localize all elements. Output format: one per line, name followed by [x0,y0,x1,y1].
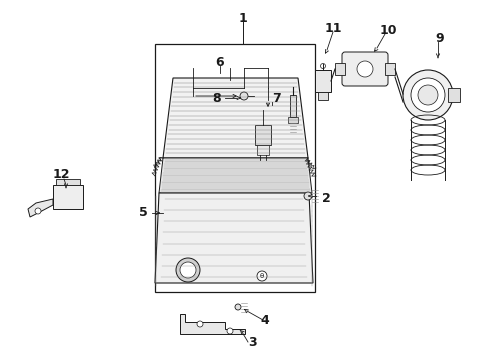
Bar [447,88,459,102]
Bar [334,63,345,75]
Polygon shape [28,199,53,217]
Text: 12: 12 [52,168,70,181]
FancyBboxPatch shape [341,52,387,86]
Bar [317,92,327,100]
Circle shape [197,321,203,327]
Circle shape [410,78,444,112]
Circle shape [240,92,247,100]
Polygon shape [159,158,311,193]
Bar [56,179,80,185]
Text: 8: 8 [212,91,221,104]
Bar [155,44,314,292]
Polygon shape [155,193,312,283]
Circle shape [257,271,266,281]
Bar [287,117,297,123]
Circle shape [402,70,452,120]
Text: 10: 10 [379,23,396,36]
Bar [384,63,394,75]
Bar [254,125,270,145]
Text: 2: 2 [321,192,330,204]
Circle shape [226,328,232,334]
Text: 7: 7 [271,91,280,104]
Circle shape [417,85,437,105]
Circle shape [180,262,196,278]
Text: 1: 1 [238,12,247,24]
Circle shape [356,61,372,77]
Bar [314,70,330,92]
Circle shape [176,258,200,282]
Text: θ: θ [259,273,264,279]
Text: 9: 9 [434,31,443,45]
Text: 4: 4 [260,314,268,327]
Polygon shape [180,314,244,334]
Polygon shape [163,78,307,158]
Circle shape [35,208,41,214]
Circle shape [320,63,325,68]
Bar [53,185,83,209]
Text: 5: 5 [139,207,148,220]
Text: 6: 6 [215,55,224,68]
Text: 3: 3 [247,336,256,348]
Text: 11: 11 [324,22,341,35]
Bar [257,145,268,155]
Bar [289,95,295,117]
Circle shape [235,304,241,310]
Circle shape [304,192,311,200]
